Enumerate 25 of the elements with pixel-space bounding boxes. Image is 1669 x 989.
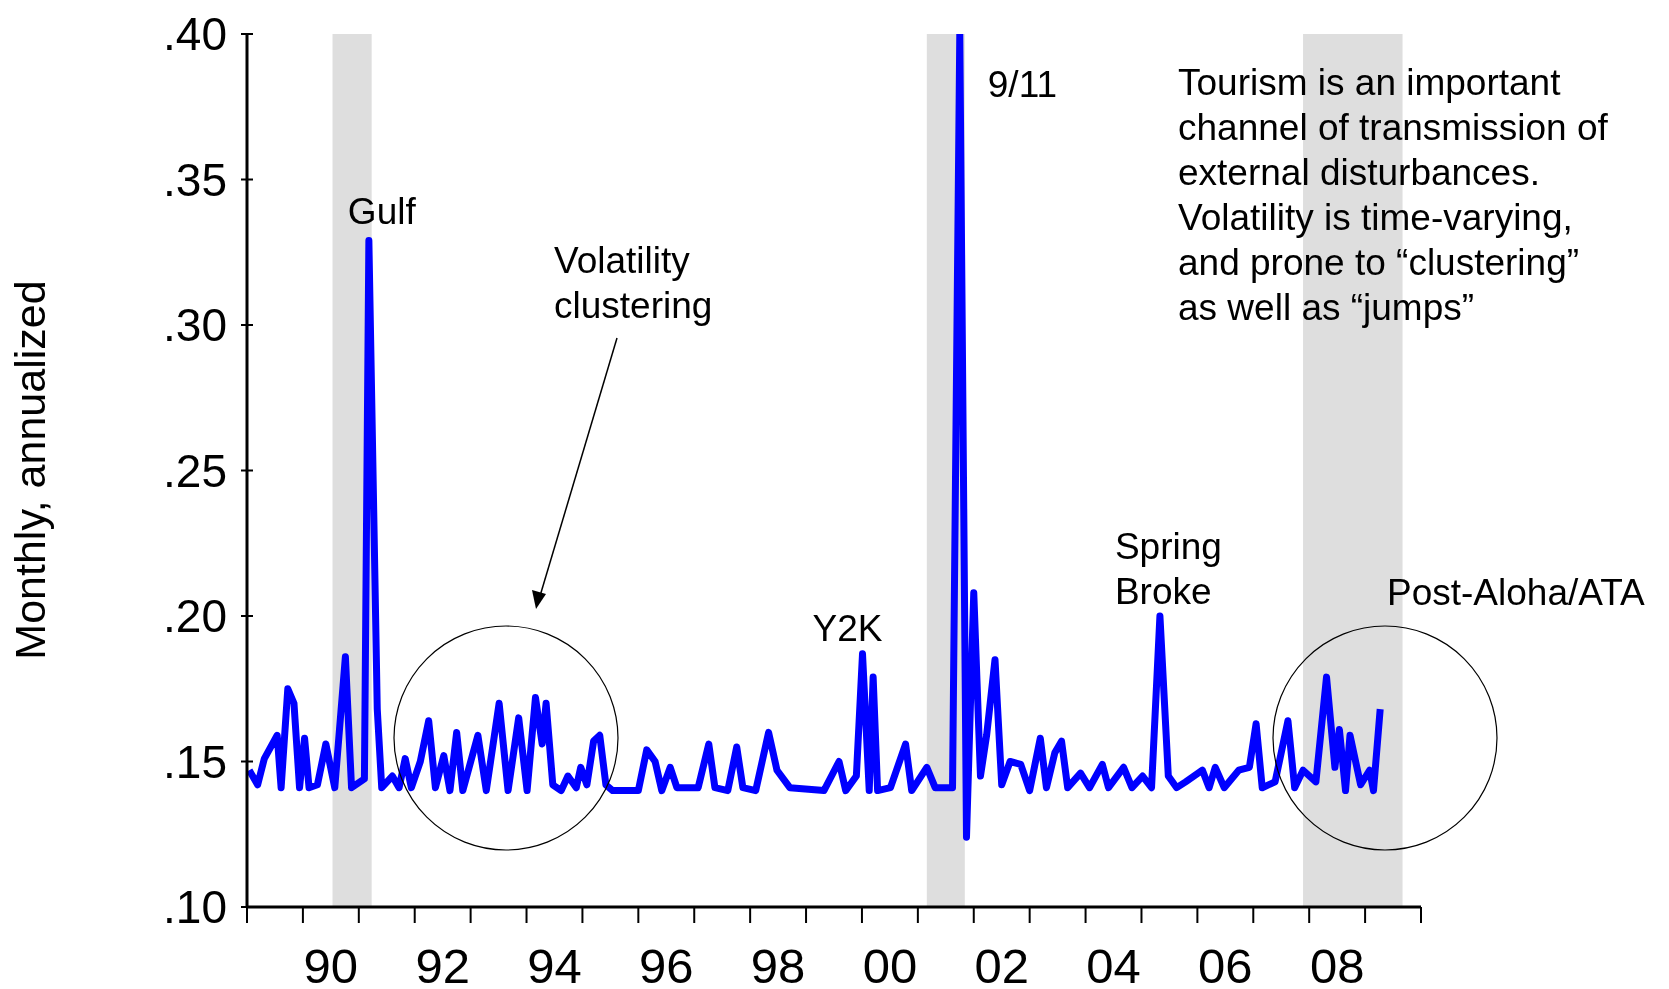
annotation: Volatility clustering xyxy=(554,239,714,328)
annotation: Y2K xyxy=(812,606,884,651)
x-tick-label: 02 xyxy=(974,939,1029,989)
y-tick-label: .35 xyxy=(163,153,227,206)
annotation: 9/11 xyxy=(987,63,1059,107)
x-tick-label: 94 xyxy=(527,939,582,989)
y-tick-label: .15 xyxy=(163,735,227,788)
annotation: Gulf xyxy=(347,189,417,234)
x-tick-label: 04 xyxy=(1086,939,1141,989)
x-tick-label: 96 xyxy=(639,939,694,989)
annotation: Spring Broke xyxy=(1114,525,1223,614)
y-axis-title: Monthly, annualized xyxy=(5,280,55,660)
x-tick-label: 92 xyxy=(415,939,470,989)
x-tick-label: 08 xyxy=(1309,939,1365,989)
y-tick-label: .40 xyxy=(163,8,227,60)
y-tick-label: .10 xyxy=(163,881,227,933)
x-tick-label: 00 xyxy=(862,939,918,989)
y-tick-label: .30 xyxy=(163,299,227,351)
x-tick-label: 90 xyxy=(303,939,359,989)
x-tick-label: 98 xyxy=(750,939,806,989)
x-tick-label: 06 xyxy=(1198,939,1253,989)
y-tick-label: .20 xyxy=(163,590,227,642)
annotation: Tourism is an important channel of transmission of external disturbances. Volatility is time-varying, and prone to “clustering” as well as “jumps” xyxy=(1178,61,1609,330)
annotation: Post-Aloha/ATA xyxy=(1387,571,1646,615)
y-tick-label: .25 xyxy=(163,444,227,497)
